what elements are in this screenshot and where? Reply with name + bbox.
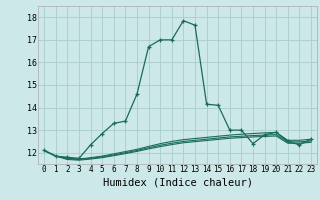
X-axis label: Humidex (Indice chaleur): Humidex (Indice chaleur) (103, 177, 252, 187)
